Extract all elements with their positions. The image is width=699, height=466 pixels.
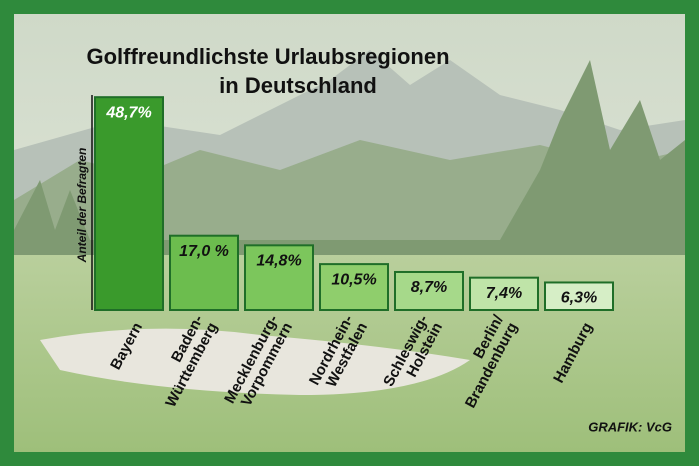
- source: GRAFIK: VcG: [588, 419, 672, 434]
- bar: [319, 263, 389, 311]
- value-label: 8,7%: [411, 279, 447, 296]
- value-label: 6,3%: [561, 290, 597, 307]
- bar: [544, 281, 614, 311]
- value-label: 17,0 %: [179, 243, 229, 260]
- bar: [169, 234, 239, 312]
- value-label: 7,4%: [486, 285, 522, 302]
- chart-title: Golffreundlichste Urlaubsregionen: [86, 44, 449, 69]
- bar: [469, 276, 539, 311]
- bar: [94, 96, 164, 311]
- y-axis-label: Anteil der Befragten: [75, 148, 89, 264]
- chart-title: in Deutschland: [219, 73, 377, 98]
- bar: [244, 244, 314, 312]
- value-label: 14,8%: [256, 253, 301, 270]
- value-label: 10,5%: [331, 271, 376, 288]
- value-label: 48,7%: [105, 104, 151, 121]
- bar: [394, 270, 464, 311]
